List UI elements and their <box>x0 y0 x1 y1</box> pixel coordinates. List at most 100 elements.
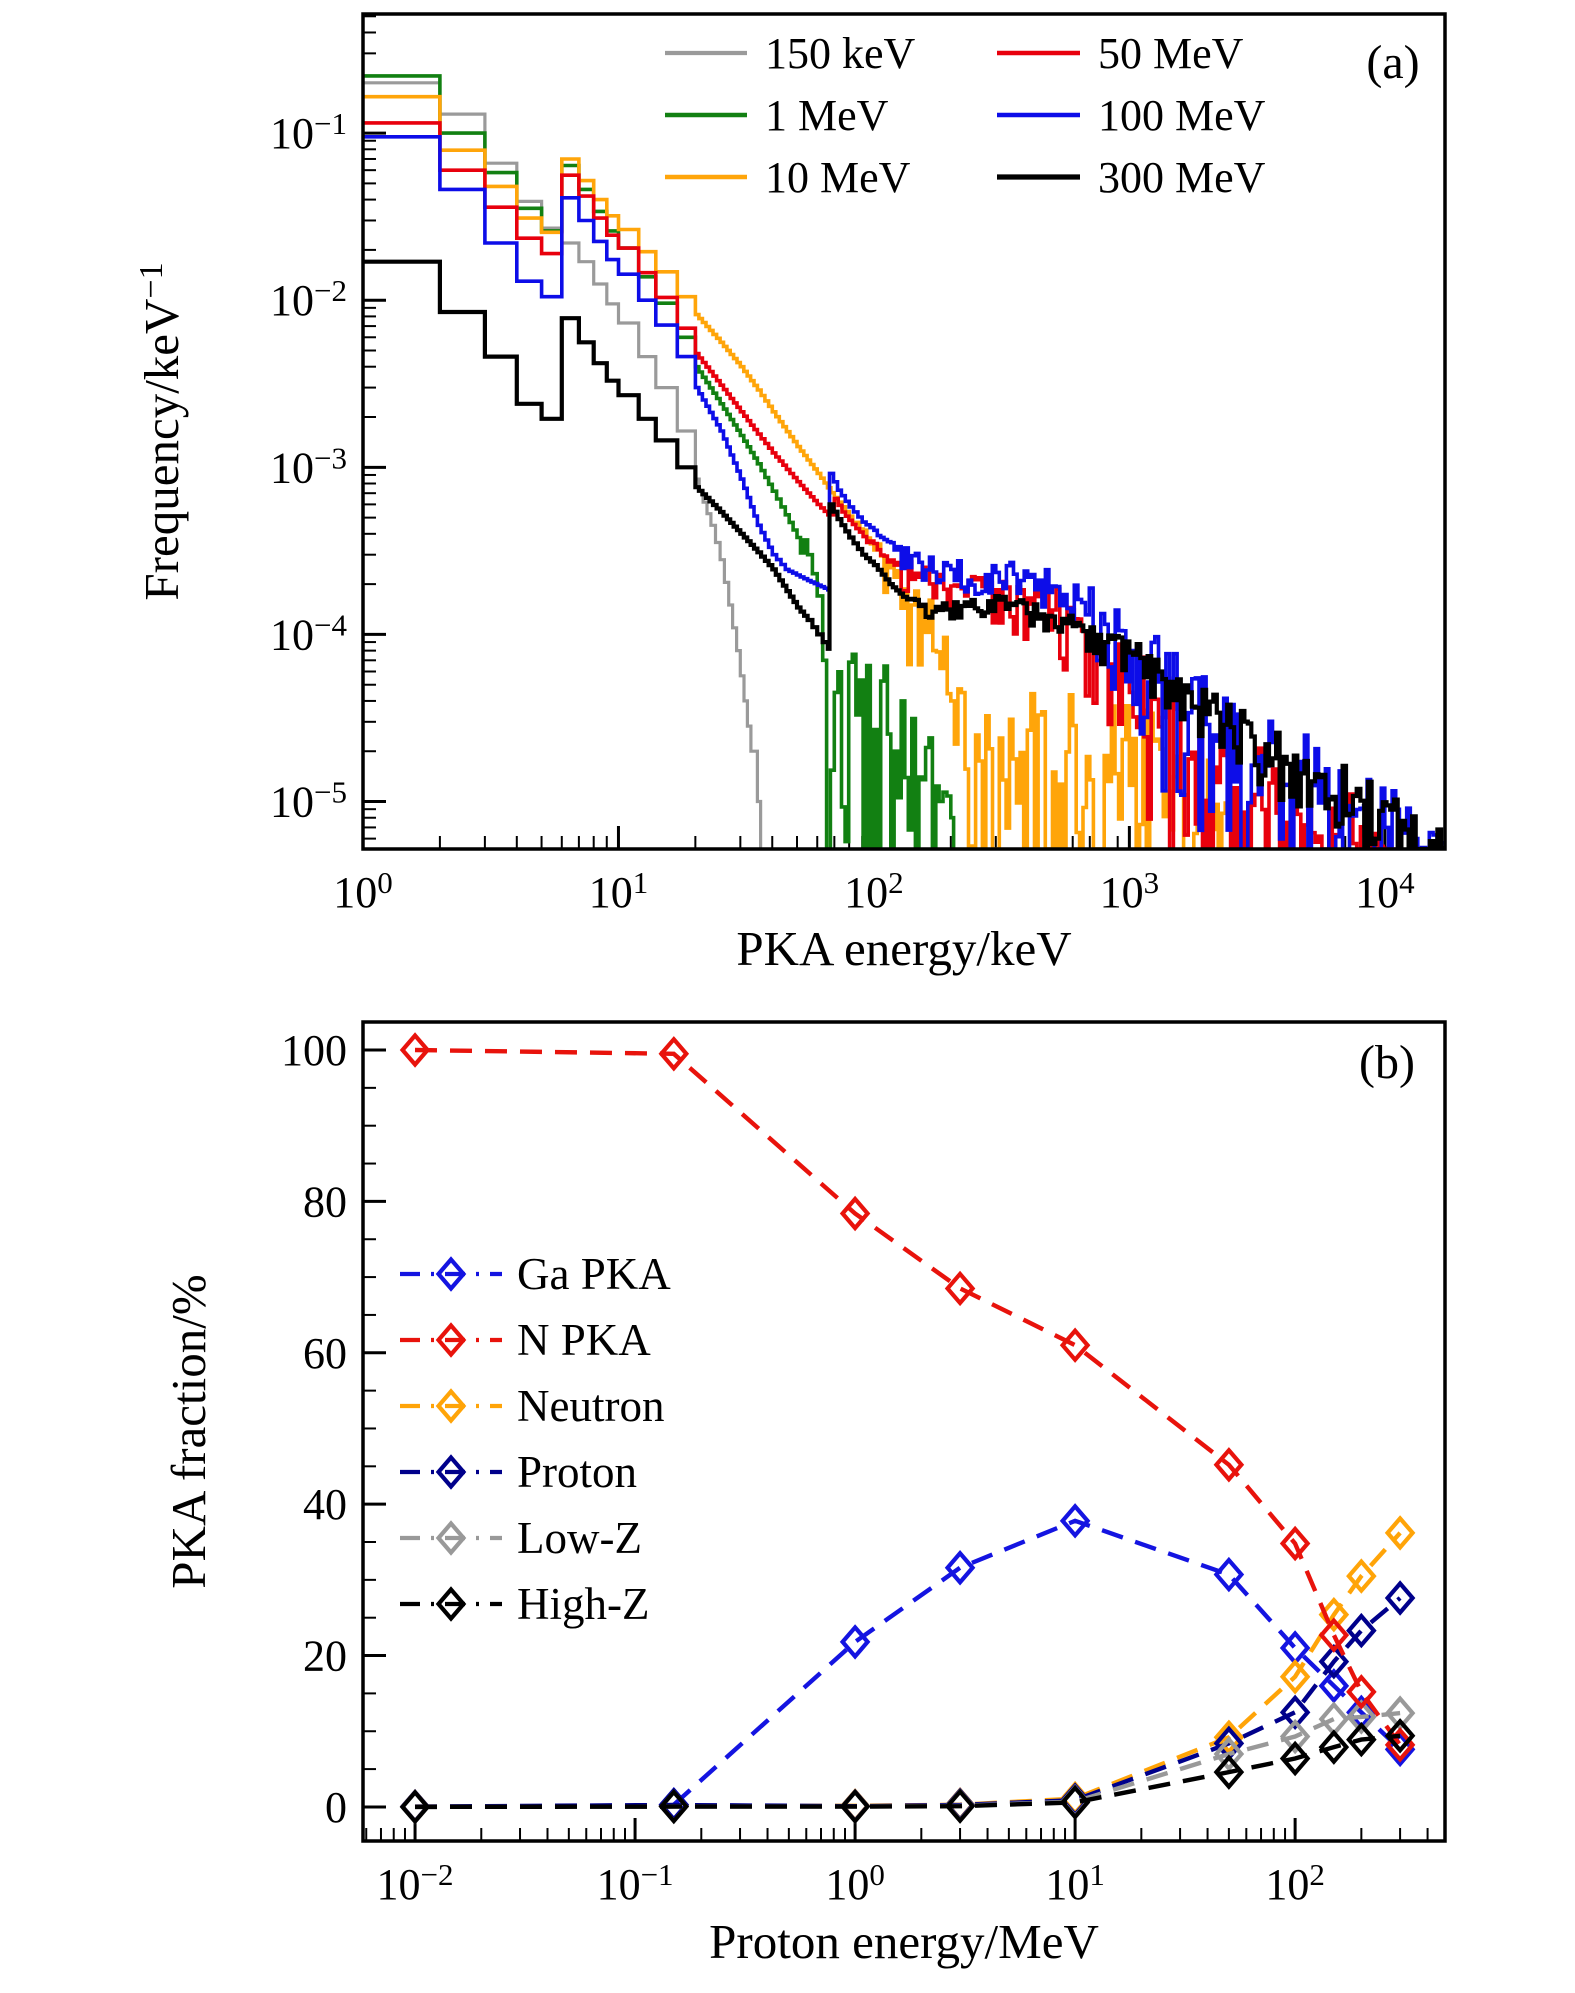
series-b-n-pka-marker <box>1213 1447 1245 1483</box>
panel-a-x-tick-label: 104 <box>1355 865 1415 917</box>
panel-b-y-tick-label: 100 <box>281 1026 347 1075</box>
series-b-n-pka-marker <box>399 1032 431 1068</box>
series-b-n-pka-marker <box>1059 1327 1091 1363</box>
series-a-100-mev <box>363 135 1445 849</box>
series-b-ga-pka-marker <box>1213 1556 1245 1593</box>
series-b-high-z-marker <box>1279 1740 1311 1777</box>
series-b-high-z-line <box>414 1733 1401 1810</box>
series-b-high-z-marker <box>1346 1721 1377 1758</box>
series-b-high-z-marker <box>1318 1729 1350 1765</box>
series-b-high-z-marker <box>1059 1784 1091 1821</box>
legend-b-label: Low-Z <box>517 1513 642 1563</box>
series-b-proton-marker <box>1279 1694 1311 1731</box>
series-b-n-pka-marker <box>1346 1674 1377 1710</box>
series-b-n-pka-line <box>414 1047 1402 1747</box>
panel-a-x-tick-label: 102 <box>844 865 904 917</box>
panel-a-y-tick-label: 10−3 <box>270 440 347 492</box>
series-a-300-mev <box>363 259 1445 849</box>
series-b-ga-pka-marker <box>1384 1731 1416 1768</box>
panel-a-frame <box>361 12 1447 851</box>
series-b-neutron-line <box>414 1531 1402 1809</box>
panel-b: 10−2 10−1 100 101 102 0 20 40 60 80 100 Ga PKA N PKA… <box>161 1026 1429 1969</box>
panel-a-y-axis-title: Frequency/keV−1 <box>133 262 189 600</box>
series-b-neutron-marker <box>1279 1659 1311 1695</box>
series-a-1-mev <box>363 74 956 849</box>
legend-a-label: 1 MeV <box>765 91 889 140</box>
panel-b-y-tick-label: 40 <box>303 1480 347 1529</box>
panel-a-series <box>363 74 1445 849</box>
legend-b-marker-ga-pka <box>435 1256 467 1292</box>
panel-a-y-tick-label: 10−2 <box>270 273 347 325</box>
panel-b-label: (b) <box>1359 1036 1415 1089</box>
series-b-high-z-marker <box>839 1788 871 1825</box>
series-b-n-pka-marker <box>839 1195 871 1232</box>
panel-b-y-tick-label: 60 <box>303 1329 347 1378</box>
series-b-proton-marker <box>1318 1643 1350 1680</box>
series-b-low-z-line <box>414 1710 1401 1810</box>
series-b-proton-line <box>414 1596 1402 1809</box>
series-b-ga-pka-marker <box>944 1550 976 1586</box>
panel-b-x-tick-label: 100 <box>825 1857 885 1909</box>
series-b-ga-pka-line <box>672 1518 1402 1807</box>
legend-a-label: 150 keV <box>765 29 916 78</box>
series-b-high-z-marker <box>1384 1718 1416 1754</box>
panel-b-x-tick-label: 101 <box>1045 1857 1105 1909</box>
series-a-10-mev <box>363 94 1238 849</box>
legend-b-marker-neutron <box>435 1388 467 1424</box>
series-b-low-z-marker <box>1279 1718 1311 1755</box>
series-b-ga-pka-marker <box>839 1624 871 1660</box>
series-a-50-mev <box>363 121 1396 849</box>
legend-a-label: 100 MeV <box>1098 91 1266 140</box>
panel-a-x-tick-label: 101 <box>589 865 649 917</box>
panel-a: 100 101 102 103 104 10−1 10−2 10−3 10−4 10−5 150 k… <box>133 15 1445 976</box>
panel-b-y-tick-label: 0 <box>325 1783 347 1832</box>
panel-b-series <box>399 1032 1416 1825</box>
series-b-n-pka-marker <box>1279 1525 1311 1562</box>
series-b-neutron-marker <box>1384 1515 1416 1551</box>
legend-b-label: N PKA <box>517 1315 651 1365</box>
series-b-n-pka-marker <box>658 1036 690 1072</box>
panel-b-y-tick-label: 20 <box>303 1632 347 1681</box>
series-b-low-z-marker <box>1213 1736 1245 1772</box>
panel-a-legend: 150 keV 1 MeV 10 MeV 50 MeV 100 MeV 300 MeV <box>665 29 1266 202</box>
series-b-high-z-marker <box>944 1788 976 1824</box>
panel-a-label: (a) <box>1366 36 1419 89</box>
legend-b-marker-proton <box>435 1454 467 1490</box>
panel-b-frame <box>361 1020 1447 1843</box>
series-b-high-z-marker <box>1213 1754 1245 1790</box>
legend-b-label: Neutron <box>517 1381 664 1431</box>
panel-b-x-tick-label: 10−1 <box>597 1857 674 1909</box>
series-b-high-z-marker <box>399 1789 431 1825</box>
legend-b-marker-n-pka <box>435 1322 467 1358</box>
panel-a-y-tick-label: 10−1 <box>270 106 347 158</box>
legend-b-label: Proton <box>517 1447 637 1497</box>
legend-a-label: 50 MeV <box>1098 29 1244 78</box>
series-b-low-z-marker <box>1318 1701 1350 1737</box>
series-b-n-pka-marker <box>944 1270 976 1307</box>
panel-a-y-tick-label: 10−4 <box>270 607 347 659</box>
legend-b-marker-low-z <box>435 1520 467 1556</box>
legend-b-marker-high-z <box>435 1586 467 1622</box>
legend-b-label: Ga PKA <box>517 1249 671 1299</box>
series-b-proton-marker <box>1346 1612 1377 1649</box>
panel-b-legend: Ga PKA N PKA Neutron Proton Low-Z High-Z <box>400 1249 671 1629</box>
series-b-n-pka-marker <box>1318 1617 1350 1653</box>
panel-b-x-tick-label: 102 <box>1265 1857 1325 1909</box>
series-b-proton-marker <box>1384 1580 1416 1616</box>
panel-b-y-tick-label: 80 <box>303 1177 347 1226</box>
series-b-neutron-marker <box>1346 1558 1377 1594</box>
panel-b-y-axis-title: PKA fraction/% <box>161 1274 216 1588</box>
series-b-ga-pka-marker <box>1059 1503 1091 1539</box>
legend-a-label: 300 MeV <box>1098 153 1266 202</box>
series-b-ga-pka-marker <box>1318 1668 1350 1704</box>
panel-a-y-tick-label: 10−5 <box>270 775 347 827</box>
panel-b-x-axis-title: Proton energy/MeV <box>709 1914 1099 1969</box>
series-b-high-z-marker <box>658 1788 690 1825</box>
panel-a-x-tick-label: 100 <box>333 865 393 917</box>
series-b-low-z-marker <box>1346 1699 1377 1735</box>
panel-a-x-tick-label: 103 <box>1100 865 1160 917</box>
legend-a-label: 10 MeV <box>765 153 911 202</box>
legend-b-label: High-Z <box>517 1579 649 1629</box>
